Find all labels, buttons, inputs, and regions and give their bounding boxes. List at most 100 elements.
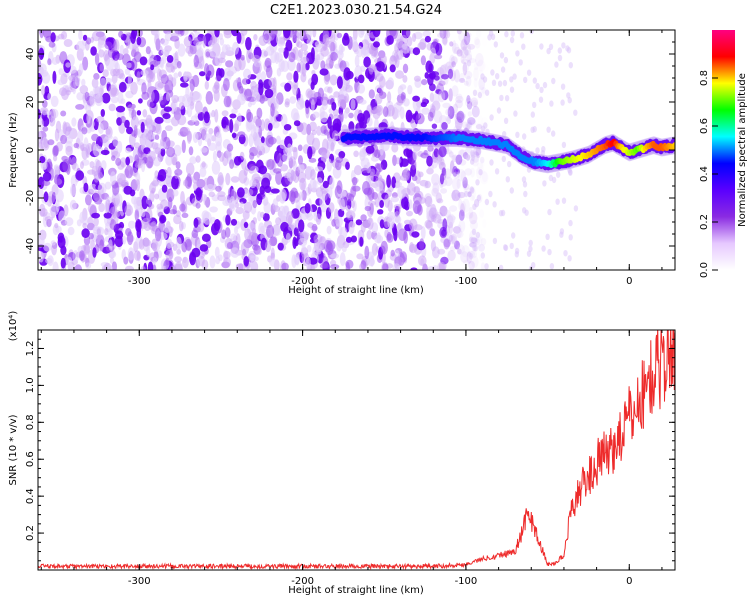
noise-blob [101, 92, 111, 104]
noise-blob [218, 152, 225, 162]
noise-blob [147, 261, 154, 270]
noise-blob [95, 160, 102, 173]
noise-blob [535, 147, 540, 154]
noise-blob [472, 203, 477, 210]
noise-blob [462, 198, 470, 213]
snr-x-label: Height of straight line (km) [288, 585, 424, 596]
noise-blob [192, 175, 198, 184]
noise-blob [153, 30, 160, 39]
noise-blob [148, 90, 155, 103]
noise-blob [336, 32, 343, 39]
noise-blob [47, 255, 54, 267]
noise-blob [160, 147, 166, 157]
noise-blob [208, 142, 217, 151]
noise-blob [237, 131, 246, 138]
noise-blob [467, 111, 472, 117]
noise-blob [310, 99, 315, 112]
noise-blob [215, 185, 222, 192]
noise-blob [407, 84, 413, 95]
x-tick-label: -300 [128, 576, 151, 587]
noise-blob [259, 93, 266, 104]
noise-blob [316, 190, 323, 199]
noise-blob [424, 35, 431, 43]
noise-blob [193, 36, 203, 43]
noise-blob [223, 30, 232, 39]
noise-blob [82, 222, 88, 229]
noise-blob [237, 187, 245, 198]
noise-blob [442, 102, 451, 109]
noise-blob [87, 203, 97, 214]
colorbar-tick-label: 0.2 [699, 214, 710, 230]
noise-blob [275, 217, 282, 226]
noise-blob [134, 208, 139, 222]
noise-blob [488, 213, 493, 222]
noise-blob [565, 45, 570, 52]
noise-blob [297, 171, 307, 183]
noise-blob [283, 47, 289, 59]
noise-blob [443, 238, 450, 250]
noise-blob [386, 104, 395, 117]
noise-blob [238, 169, 248, 184]
noise-blob [420, 152, 429, 159]
noise-blob [509, 187, 514, 194]
noise-blob [40, 107, 49, 113]
noise-blob [452, 40, 457, 54]
noise-blob [199, 244, 209, 252]
noise-blob [114, 235, 124, 248]
noise-blob [214, 109, 219, 123]
noise-blob [475, 145, 481, 159]
noise-blob [573, 205, 579, 212]
noise-blob [192, 131, 199, 144]
noise-blob [442, 36, 448, 46]
noise-blob [180, 30, 185, 36]
noise-blob [407, 36, 413, 47]
noise-blob [519, 32, 525, 39]
noise-blob [182, 126, 191, 136]
noise-blob [401, 43, 411, 54]
noise-blob [423, 180, 429, 189]
noise-blob [509, 242, 514, 250]
noise-blob [330, 253, 340, 259]
noise-blob [357, 112, 365, 123]
noise-blob [387, 215, 395, 229]
noise-blob [551, 77, 556, 85]
noise-blob [343, 67, 351, 81]
noise-blob [568, 219, 573, 227]
noise-blob [199, 167, 207, 178]
noise-blob [221, 110, 229, 117]
noise-blob [343, 110, 349, 119]
noise-blob [123, 185, 133, 195]
noise-blob [201, 161, 206, 168]
noise-blob [189, 156, 197, 165]
noise-blob [195, 155, 201, 163]
noise-blob [380, 240, 388, 255]
noise-blob [359, 263, 364, 270]
noise-blob [176, 236, 182, 250]
noise-blob [467, 117, 476, 125]
noise-blob [440, 256, 449, 265]
noise-blob [154, 147, 162, 155]
noise-blob [232, 41, 240, 55]
noise-blob [487, 250, 495, 255]
noise-blob [283, 124, 292, 131]
noise-blob [250, 260, 256, 270]
noise-blob [265, 46, 275, 56]
noise-blob [441, 73, 449, 80]
x-tick-label: -300 [128, 276, 151, 287]
noise-blob [449, 246, 456, 252]
noise-blob [330, 141, 335, 152]
noise-blob [52, 70, 57, 84]
noise-blob [236, 32, 242, 44]
noise-blob [287, 58, 296, 71]
noise-blob [374, 195, 380, 208]
noise-blob [141, 82, 147, 95]
noise-blob [208, 191, 215, 198]
noise-blob [468, 260, 475, 270]
noise-blob [124, 147, 132, 154]
noise-blob [455, 230, 464, 238]
noise-blob [311, 223, 318, 232]
noise-blob [64, 217, 74, 227]
noise-blob [141, 195, 149, 210]
noise-blob [123, 256, 129, 265]
noise-blob [265, 65, 273, 79]
